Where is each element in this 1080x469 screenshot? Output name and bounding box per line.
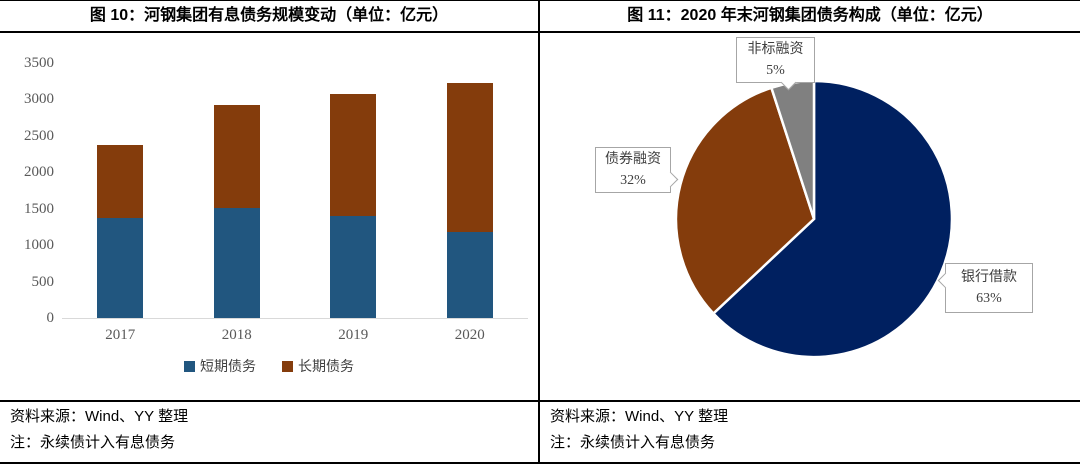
x-axis-label-2019: 2019 [338,327,369,343]
note-line: 注：永续债计入有息债务 [550,434,716,451]
y-axis-tick-label: 0 [46,310,55,326]
bar-2020-long-term [446,83,493,232]
y-axis-tick-label: 1500 [24,200,54,217]
pie-slice-bond-financing [674,86,816,316]
bar-2017-long-term [97,145,144,218]
legend-item-long-term: 长期债务 [282,356,354,376]
callout-label: 债券融资 [605,152,661,167]
bar-chart-title: 图 10：河钢集团有息债务规模变动（单位：亿元） [0,1,538,33]
callout-percent: 5% [766,63,785,78]
callout-bond-financing: 债券融资 32% [595,147,679,193]
long-term-swatch-icon [282,360,293,372]
bar-2019-short-term [330,216,377,318]
source-line: 资料来源：Wind、YY 整理 [550,408,729,425]
pie-slice-bank-loans [711,79,954,359]
panel-pie-chart: 图 11：2020 年末河钢集团债务构成（单位：亿元） 非标融资 5% 债券融资… [540,1,1080,462]
callout-non-standard-financing: 非标融资 5% [736,37,815,91]
bar-2018-short-term [213,208,260,318]
legend-label-short-term: 短期债务 [200,360,256,375]
y-axis-tick-label: 2500 [24,127,54,144]
source-line: 资料来源：Wind、YY 整理 [10,408,189,425]
callout-label: 银行借款 [961,270,1017,285]
legend-label-long-term: 长期债务 [298,360,354,375]
x-axis-line [62,318,528,319]
pie-chart-area: 非标融资 5% 债券融资 32% 银行借款 63% [540,33,1080,400]
bar-chart-footer: 资料来源：Wind、YY 整理 注：永续债计入有息债务 [0,400,538,462]
short-term-swatch-icon [184,360,195,372]
bar-chart-legend: 短期债务 长期债务 [0,356,538,376]
x-axis-label-2018: 2018 [221,327,252,343]
bar-2017-short-term [97,218,144,318]
bar-2020-short-term [446,232,493,318]
pie-svg [674,79,954,359]
callout-bank-loans: 银行借款 63% [937,263,1033,313]
bar-2018-long-term [213,105,260,208]
x-axis-label-2017: 2017 [105,327,136,343]
panel-bar-chart: 图 10：河钢集团有息债务规模变动（单位：亿元） 短期债务 长期债务 0 500 1… [0,1,540,462]
callout-percent: 32% [620,173,646,188]
callout-label: 非标融资 [747,42,804,57]
legend-item-short-term: 短期债务 [184,356,256,376]
bar-2019-long-term [330,94,377,216]
y-axis-tick-label: 3000 [24,91,54,108]
pie-chart-title: 图 11：2020 年末河钢集团债务构成（单位：亿元） [540,1,1080,33]
y-axis-tick-label: 3500 [24,55,54,71]
y-axis-tick-label: 2000 [24,164,54,181]
x-axis-label-2020: 2020 [454,327,485,343]
pie-chart-footer: 资料来源：Wind、YY 整理 注：永续债计入有息债务 [540,400,1080,462]
y-axis-tick-label: 500 [31,273,55,290]
note-line: 注：永续债计入有息债务 [10,434,176,451]
callout-percent: 63% [976,291,1002,306]
y-axis-tick-label: 1000 [24,237,54,254]
bar-chart-area: 短期债务 长期债务 0 500 1000 1500 2000 2500 3000 3500 20… [0,33,538,400]
